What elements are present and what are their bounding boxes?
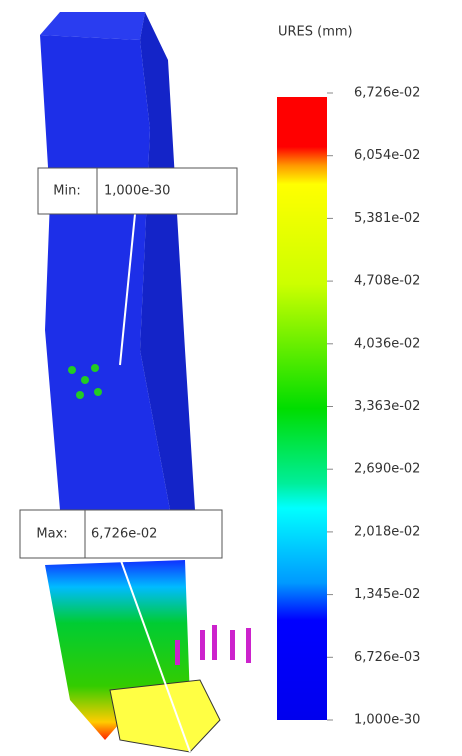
min-label: Min: [53, 184, 80, 199]
max-value: 6,726e-02 [91, 527, 157, 542]
legend-label: 4,708e-02 [354, 274, 420, 289]
legend-label: 3,363e-02 [354, 399, 420, 414]
base-foot [110, 680, 220, 752]
legend-label: 6,726e-02 [354, 86, 420, 101]
max-label: Max: [36, 527, 67, 542]
legend-labels: 6,726e-02 6,054e-02 5,381e-02 4,708e-02 4,03… [327, 86, 420, 728]
legend-label: 5,381e-02 [354, 211, 420, 226]
legend-label: 2,690e-02 [354, 462, 420, 477]
result-view: URES (mm) 6,726e-02 6,054e-02 5,381e-02 4,7… [0, 0, 462, 756]
min-value: 1,000e-30 [104, 184, 170, 199]
legend-label: 2,018e-02 [354, 524, 420, 539]
legend-label: 6,726e-03 [354, 650, 420, 665]
legend-label: 1,345e-02 [354, 587, 420, 602]
legend-label: 4,036e-02 [354, 336, 420, 351]
color-bar [277, 97, 327, 720]
legend-label: 6,054e-02 [354, 148, 420, 163]
legend-title: URES (mm) [278, 25, 353, 40]
legend-label: 1,000e-30 [354, 713, 420, 728]
page: URES (mm) 6,726e-02 6,054e-02 5,381e-02 4,7… [0, 0, 462, 756]
